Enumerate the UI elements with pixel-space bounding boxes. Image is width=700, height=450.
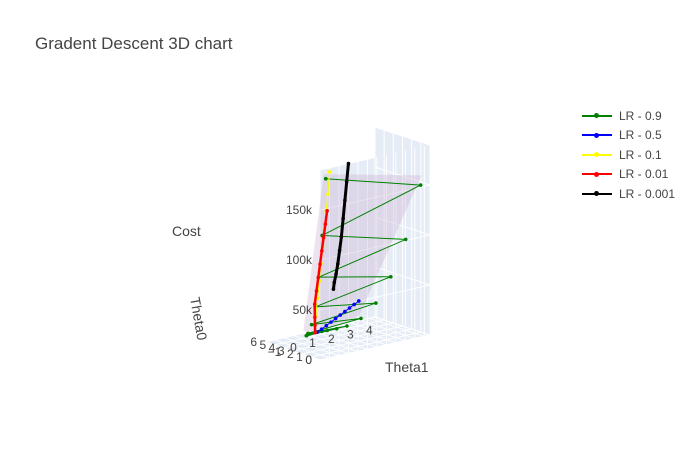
legend-swatch (580, 149, 614, 161)
data-point[interactable] (374, 301, 378, 305)
data-point[interactable] (403, 237, 408, 242)
theta1-tick-label: 2 (328, 332, 335, 346)
theta0-tick-label: 2 (287, 347, 294, 361)
data-point[interactable] (343, 309, 347, 314)
legend-item-0[interactable]: LR - 0.9 (580, 106, 675, 126)
theta1-tick-label: −1 (268, 345, 282, 359)
data-point[interactable] (324, 323, 329, 328)
legend-swatch (580, 110, 614, 122)
data-point[interactable] (347, 306, 352, 310)
data-point[interactable] (357, 299, 361, 303)
legend-label: LR - 0.1 (619, 147, 662, 162)
theta0-tick-label: 0 (305, 353, 312, 367)
series-3[interactable] (312, 208, 329, 335)
theta1-tick-label: 3 (347, 328, 354, 342)
data-point[interactable] (309, 322, 314, 327)
data-point[interactable] (332, 280, 337, 285)
data-point[interactable] (325, 208, 329, 213)
data-point[interactable] (327, 170, 332, 174)
series-1[interactable] (315, 299, 361, 335)
data-point[interactable] (320, 249, 324, 253)
data-point[interactable] (314, 289, 319, 293)
chart-title: Gradent Descent 3D chart (35, 34, 233, 53)
data-point[interactable] (344, 180, 349, 184)
series-4[interactable] (331, 161, 351, 291)
theta0-tick-label: 5 (259, 338, 266, 352)
gridline-theta0 (283, 322, 394, 349)
data-point[interactable] (313, 315, 317, 320)
z-tick-label: 50k (293, 303, 313, 317)
data-point[interactable] (325, 328, 330, 333)
data-point[interactable] (334, 272, 338, 276)
series-line (316, 300, 360, 333)
z-tick-label: 150k (286, 203, 313, 217)
data-point[interactable] (319, 327, 324, 331)
data-point[interactable] (313, 330, 317, 335)
data-point[interactable] (337, 248, 342, 253)
legend-label: LR - 0.5 (619, 128, 662, 143)
data-point[interactable] (334, 327, 339, 331)
theta0-tick-label: 6 (250, 335, 257, 349)
legend-label: LR - 0.001 (619, 186, 676, 201)
gridline-theta0 (319, 334, 431, 361)
legend-label: LR - 0.9 (619, 108, 662, 123)
legend-item-1[interactable]: LR - 0.5 (580, 126, 675, 146)
data-point[interactable] (323, 176, 328, 181)
data-point[interactable] (339, 235, 344, 239)
legend-swatch (580, 168, 614, 180)
data-point[interactable] (346, 161, 351, 166)
data-point[interactable] (331, 287, 336, 291)
legend-label: LR - 0.01 (619, 167, 669, 182)
gridline-theta0 (274, 319, 385, 346)
data-point[interactable] (323, 222, 328, 226)
legend-item-2[interactable]: LR - 0.1 (580, 145, 675, 165)
data-point[interactable] (418, 183, 423, 187)
data-point[interactable] (333, 316, 338, 321)
legend-item-3[interactable]: LR - 0.01 (580, 165, 675, 185)
gridline-theta0 (292, 325, 403, 352)
theta1-axis-label: Theta1 (385, 359, 429, 375)
theta0-tick-label: 4 (269, 341, 276, 355)
theta1-tick-label: 0 (290, 341, 297, 355)
data-point[interactable] (343, 198, 347, 203)
data-point[interactable] (329, 320, 333, 324)
legend-item-4[interactable]: LR - 0.001 (580, 184, 675, 204)
data-point[interactable] (316, 275, 321, 280)
legend-swatch (580, 188, 614, 200)
data-point[interactable] (312, 302, 317, 307)
theta1-tick-label: 4 (366, 323, 373, 337)
z-axis-label: Cost (172, 223, 201, 239)
theta0-axis-label: Theta0 (187, 296, 210, 342)
data-point[interactable] (321, 235, 326, 240)
data-point[interactable] (308, 332, 312, 336)
theta0-tick-label: 3 (278, 344, 285, 358)
cost-surface (303, 174, 422, 334)
data-point[interactable] (345, 324, 349, 328)
gridline-theta0 (310, 331, 421, 358)
data-point[interactable] (313, 323, 317, 328)
theta1-tick-label: 1 (309, 336, 316, 350)
data-point[interactable] (318, 262, 322, 267)
data-point[interactable] (359, 316, 363, 321)
legend-swatch (580, 129, 614, 141)
theta0-tick-label: 1 (296, 350, 303, 364)
data-point[interactable] (336, 261, 340, 266)
z-tick-label: 0 (305, 353, 312, 367)
data-point[interactable] (341, 216, 345, 221)
data-point[interactable] (338, 313, 343, 317)
data-point[interactable] (352, 302, 356, 307)
legend: LR - 0.9 LR - 0.5 LR - 0.1 LR - 0.01 LR - 0.… (580, 106, 675, 204)
data-point[interactable] (326, 192, 330, 196)
series-line (331, 163, 350, 290)
z-tick-label: 100k (286, 253, 313, 267)
data-point[interactable] (389, 274, 393, 279)
gridline-theta0 (301, 328, 412, 355)
